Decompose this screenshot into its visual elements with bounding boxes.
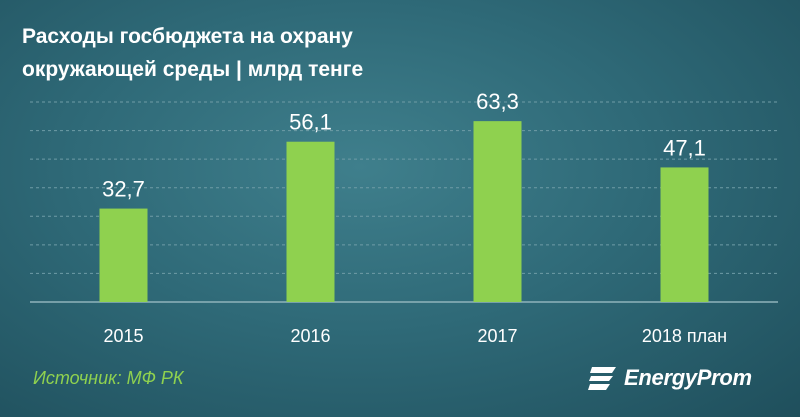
- x-tick-label: 2016: [290, 326, 330, 346]
- chart-grid: [30, 101, 778, 303]
- chart-bars: [99, 121, 709, 303]
- data-label: 63,3: [476, 89, 519, 114]
- bar-2018 план: [660, 167, 709, 302]
- bar-2017: [473, 121, 522, 303]
- brand-logo: EnergyProm: [588, 364, 752, 392]
- bar-2015: [99, 208, 148, 302]
- data-label: 47,1: [663, 135, 706, 160]
- source-note: Источник: МФ РК: [33, 368, 184, 388]
- x-tick-label: 2018 план: [642, 326, 727, 346]
- data-label: 56,1: [289, 110, 332, 135]
- brand-name: EnergyProm: [624, 365, 752, 390]
- bar-2016: [286, 141, 335, 302]
- x-tick-label: 2015: [103, 326, 143, 346]
- energyprom-logo-icon: [588, 367, 616, 390]
- chart-labels: 32,7 2015 56,1 2016 63,3 2017 47,1 2018 план: [102, 89, 727, 346]
- chart-title: Расходы госбюджета на охрану окружающей …: [22, 25, 364, 81]
- data-label: 32,7: [102, 177, 145, 202]
- x-tick-label: 2017: [477, 326, 517, 346]
